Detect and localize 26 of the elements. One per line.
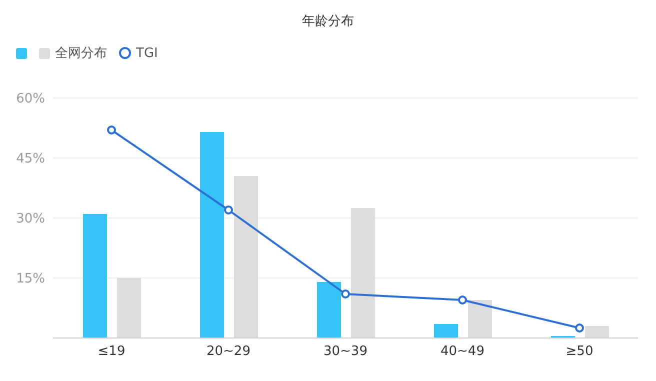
point [575, 324, 584, 332]
y-tick-label: 30% [16, 212, 45, 227]
point [107, 126, 116, 134]
x-tick-label: ≥50 [566, 344, 594, 360]
point [341, 290, 350, 298]
bar [317, 282, 341, 338]
legend-label: 全网分布 [55, 45, 107, 62]
bar [234, 176, 258, 338]
bar [585, 326, 609, 338]
bar [117, 278, 141, 338]
bar [434, 324, 458, 338]
point [458, 296, 467, 304]
bar [200, 132, 224, 338]
x-tick-label: 40~49 [440, 344, 484, 360]
bar [83, 214, 107, 338]
x-tick-label: 20~29 [206, 344, 250, 360]
point [224, 206, 233, 214]
y-tick-label: 15% [16, 272, 45, 287]
chart-title: 年龄分布 [301, 13, 355, 31]
bar [468, 300, 492, 338]
bar [351, 208, 375, 338]
x-tick-label: ≤19 [98, 344, 126, 360]
y-tick-label: 60% [16, 92, 45, 107]
x-tick-label: 30~39 [324, 344, 368, 360]
legend-label: TGI [136, 46, 158, 60]
y-tick-label: 45% [16, 152, 45, 167]
